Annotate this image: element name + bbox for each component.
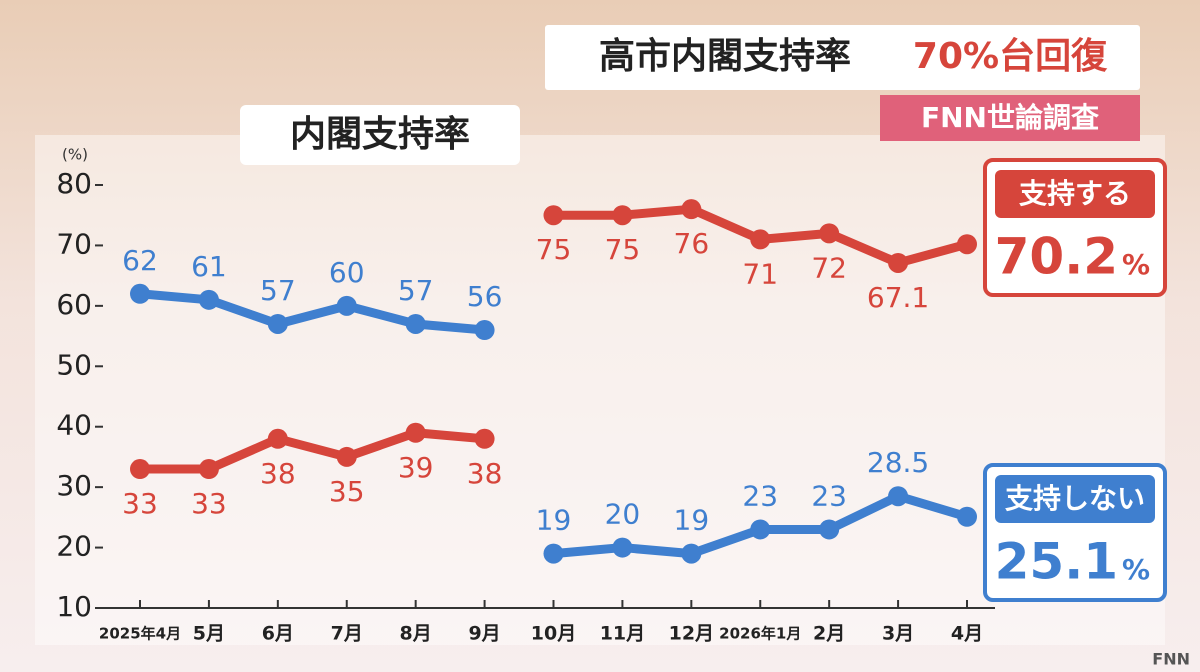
data-point <box>819 519 840 540</box>
x-tick-label: 3月 <box>882 623 914 645</box>
subtitle: 内閣支持率 <box>290 114 470 155</box>
data-point <box>130 283 150 304</box>
legend-label-box <box>995 170 1155 218</box>
y-tick-label: 20 <box>56 530 92 563</box>
series-line <box>135 428 490 474</box>
data-point <box>130 459 150 480</box>
data-point <box>474 320 495 341</box>
data-label: 72 <box>811 251 847 284</box>
x-tick-label: 6月 <box>262 623 294 645</box>
data-point <box>681 199 702 220</box>
plot-panel <box>35 135 1165 645</box>
data-point <box>336 446 357 467</box>
source: FNN世論調査 <box>921 101 1099 134</box>
data-label: 33 <box>191 487 227 520</box>
data-label: 67.1 <box>867 281 929 314</box>
data-point <box>750 519 771 540</box>
data-label: 71 <box>742 257 778 290</box>
data-label: 23 <box>742 479 778 512</box>
data-point <box>888 486 909 507</box>
data-point <box>957 506 977 527</box>
y-tick-label: 30 <box>56 469 92 502</box>
x-tick-label: 7月 <box>331 623 363 645</box>
data-label: 35 <box>329 475 365 508</box>
data-label: 33 <box>122 487 158 520</box>
data-label: 20 <box>605 498 641 531</box>
title-highlight: 70%台回復 <box>913 36 1108 77</box>
y-tick-label: 40 <box>56 409 92 442</box>
series-line <box>135 289 490 335</box>
data-label: 57 <box>398 274 434 307</box>
subtitle-box <box>240 105 520 165</box>
data-label: 38 <box>467 457 503 490</box>
y-tick-label: 70 <box>56 227 92 260</box>
data-label: 75 <box>536 233 572 266</box>
data-point <box>957 234 977 255</box>
x-tick-label: 8月 <box>400 623 432 645</box>
x-tick-label: 5月 <box>193 623 225 645</box>
data-point <box>681 543 702 564</box>
data-label: 19 <box>536 504 572 537</box>
data-point <box>474 428 495 449</box>
x-tick-label: 9月 <box>468 623 500 645</box>
data-label: 62 <box>122 244 158 277</box>
data-point <box>888 252 909 273</box>
data-label: 23 <box>811 479 847 512</box>
y-tick-label: 50 <box>56 348 92 381</box>
data-point <box>198 459 219 480</box>
data-point <box>405 313 426 334</box>
data-label: 19 <box>674 504 710 537</box>
x-tick-label: 2025年4月 <box>99 625 181 643</box>
y-tick-label: 10 <box>56 590 92 623</box>
data-label: 75 <box>605 233 641 266</box>
data-label: 56 <box>467 280 503 313</box>
data-point <box>267 428 288 449</box>
source-box <box>880 95 1140 141</box>
callout-value: 70.2 <box>995 228 1118 286</box>
x-tick-label: 2月 <box>813 623 845 645</box>
data-label: 39 <box>398 451 434 484</box>
callout-value: 25.1 <box>995 533 1118 591</box>
data-label: 38 <box>260 457 296 490</box>
legend-label-box <box>995 475 1155 523</box>
callout-unit: % <box>1122 248 1150 281</box>
data-point <box>543 543 564 564</box>
legend-label: 支持する <box>1019 177 1131 210</box>
data-point <box>405 422 426 443</box>
x-tick-label: 4月 <box>951 623 983 645</box>
data-point <box>267 313 288 334</box>
data-point <box>198 289 219 310</box>
y-tick-label: 80 <box>56 167 92 200</box>
source-mark: FNN <box>1152 650 1190 669</box>
data-point <box>612 537 633 558</box>
x-tick-label: 11月 <box>600 623 645 645</box>
data-point <box>543 205 564 226</box>
x-tick-label: 2026年1月 <box>719 625 801 643</box>
chart-title: 高市内閣支持率 <box>599 36 851 77</box>
data-point <box>819 223 840 244</box>
data-label: 61 <box>191 250 227 283</box>
data-point <box>612 205 633 226</box>
x-tick-label: 12月 <box>669 623 714 645</box>
data-label: 60 <box>329 256 365 289</box>
data-label: 57 <box>260 274 296 307</box>
title-box <box>545 25 1140 90</box>
data-label: 28.5 <box>867 446 929 479</box>
legend-label: 支持しない <box>1005 482 1145 515</box>
callout-unit: % <box>1122 553 1150 586</box>
data-point <box>336 295 357 316</box>
data-point <box>750 229 771 250</box>
data-label: 76 <box>674 227 710 260</box>
y-tick-label: 60 <box>56 288 92 321</box>
y-unit-label: (%) <box>62 146 88 164</box>
x-tick-label: 10月 <box>531 623 576 645</box>
